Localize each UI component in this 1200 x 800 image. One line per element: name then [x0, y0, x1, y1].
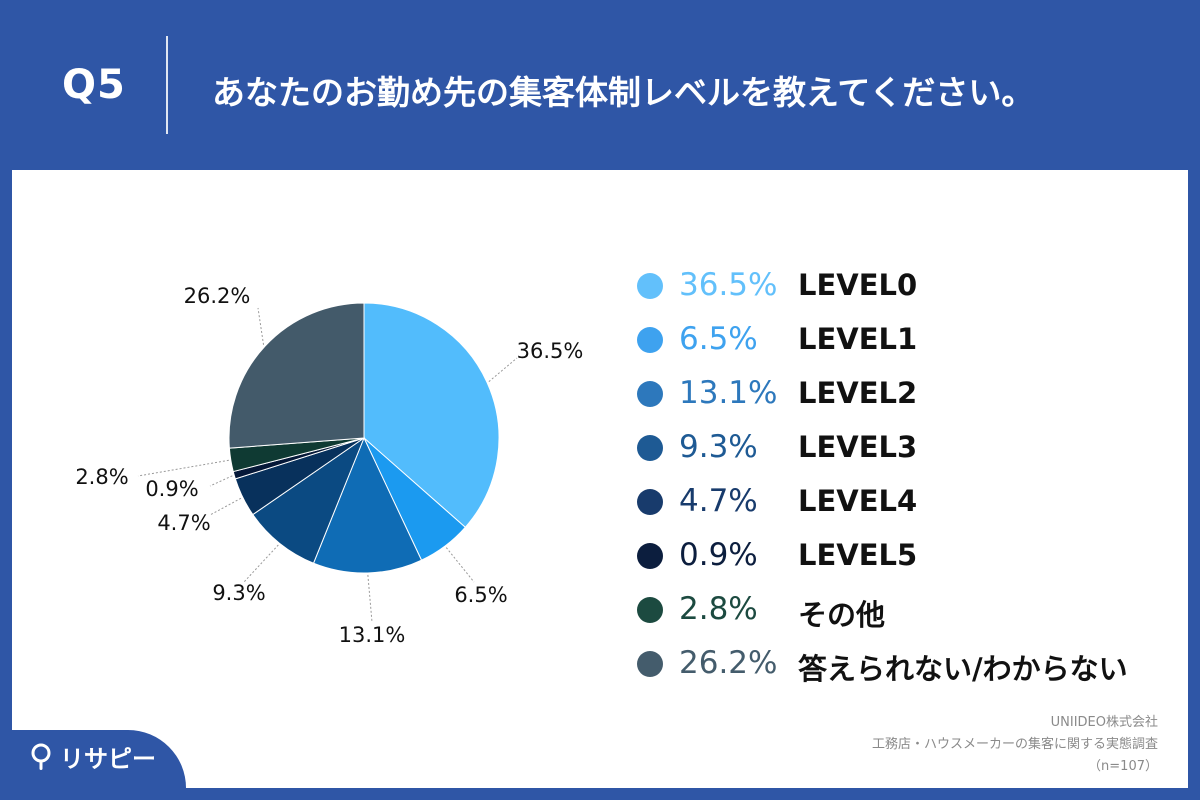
legend-item-5: 0.9% LEVEL5 [637, 537, 1177, 591]
legend-percent: 6.5% [679, 321, 758, 357]
brand-tab: リサピー [12, 730, 186, 788]
data-label-7: 26.2% [184, 284, 251, 308]
legend-percent: 36.5% [679, 267, 778, 303]
source-survey: 工務店・ハウスメーカーの集客に関する実態調査 [871, 737, 1158, 752]
legend-item-2: 13.1% LEVEL2 [637, 375, 1177, 429]
data-label-0: 36.5% [517, 339, 584, 363]
legend-dot [637, 327, 663, 353]
legend-dot [637, 489, 663, 515]
legend-dot [637, 273, 663, 299]
legend-item-7: 26.2% 答えられない/わからない [637, 645, 1177, 699]
legend-dot [637, 651, 663, 677]
legend-percent: 2.8% [679, 591, 758, 627]
pie-slice-3 [252, 436, 366, 564]
legend-dot [637, 597, 663, 623]
legend-label: LEVEL0 [798, 268, 918, 302]
brand-name: リサピー [60, 745, 156, 773]
leader-line-3 [243, 544, 279, 583]
pie-chart: 36.5% 6.5% 13.1% 9.3% 4.7% 0.9% 2.8% 26.2% [75, 284, 584, 647]
legend-dot [637, 543, 663, 569]
legend-dot [637, 381, 663, 407]
header-divider [166, 36, 168, 134]
legend-percent: 9.3% [679, 429, 758, 465]
leader-line-1 [445, 547, 475, 583]
leader-line-7 [257, 307, 265, 345]
legend-label: LEVEL2 [798, 376, 918, 410]
leader-line-5 [209, 475, 233, 487]
legend-percent: 26.2% [679, 645, 778, 681]
data-label-1: 6.5% [454, 583, 507, 607]
leader-line-2 [367, 574, 373, 623]
legend-item-3: 9.3% LEVEL3 [637, 429, 1177, 483]
legend-item-0: 36.5% LEVEL0 [637, 267, 1177, 321]
data-label-4: 4.7% [157, 511, 210, 535]
legend-percent: 4.7% [679, 483, 758, 519]
source-note: UNIIDEO株式会社 工務店・ハウスメーカーの集客に関する実態調査 （n=10… [872, 712, 1158, 778]
legend-item-4: 4.7% LEVEL4 [637, 483, 1177, 537]
legend-label: LEVEL4 [798, 484, 918, 518]
legend-label: その他 [798, 598, 886, 632]
leader-line-4 [209, 497, 242, 516]
chart-panel: 36.5% 6.5% 13.1% 9.3% 4.7% 0.9% 2.8% 26.2% 36.5… [12, 170, 1188, 788]
legend-percent: 0.9% [679, 537, 758, 573]
legend-item-6: 2.8% その他 [637, 591, 1177, 645]
source-company: UNIIDEO株式会社 [1050, 715, 1158, 730]
source-sample: （n=107） [1088, 759, 1158, 774]
legend-label: LEVEL1 [798, 322, 918, 356]
legend-item-1: 6.5% LEVEL1 [637, 321, 1177, 375]
data-label-6: 2.8% [75, 465, 128, 489]
header: Q5 あなたのお勤め先の集客体制レベルを教えてください。 [0, 0, 1200, 170]
pie-slice-7 [228, 302, 365, 449]
brand-logo: リサピー [30, 739, 156, 774]
data-label-2: 13.1% [339, 623, 406, 647]
legend-percent: 13.1% [679, 375, 778, 411]
data-label-5: 0.9% [145, 477, 198, 501]
pin-logo-icon [31, 743, 51, 770]
leader-line-6 [137, 459, 229, 477]
pie-slice-0 [363, 302, 500, 528]
data-label-3: 9.3% [212, 581, 265, 605]
question-number: Q5 [62, 62, 126, 108]
legend-label: 答えられない/わからない [798, 652, 1128, 686]
leader-line-0 [488, 357, 518, 383]
pie-slice-2 [312, 436, 423, 574]
legend-label: LEVEL3 [798, 430, 918, 464]
legend-label: LEVEL5 [798, 538, 918, 572]
legend: 36.5% LEVEL0 6.5% LEVEL1 13.1% LEVEL2 9.3% LEVE… [637, 267, 1177, 699]
legend-dot [637, 435, 663, 461]
question-text: あなたのお勤め先の集客体制レベルを教えてください。 [212, 73, 1035, 112]
